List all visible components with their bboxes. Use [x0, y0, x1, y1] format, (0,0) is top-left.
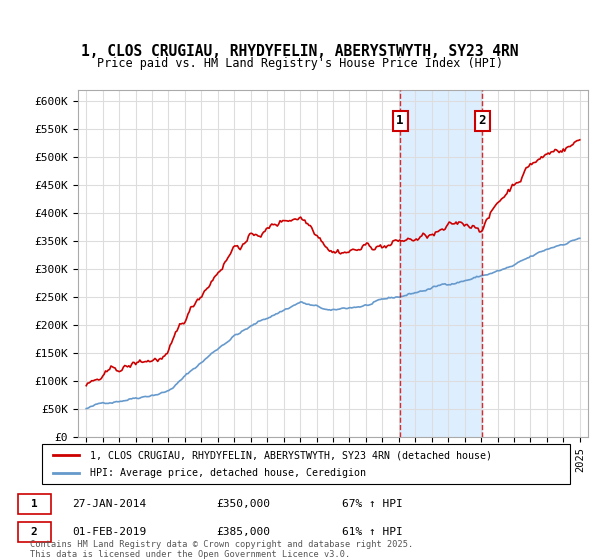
- Text: £385,000: £385,000: [216, 527, 270, 537]
- Text: 1: 1: [397, 114, 404, 127]
- Text: 2: 2: [31, 527, 38, 537]
- Bar: [400, 90, 482, 437]
- FancyBboxPatch shape: [18, 494, 51, 514]
- Text: 01-FEB-2019: 01-FEB-2019: [72, 527, 146, 537]
- Text: 67% ↑ HPI: 67% ↑ HPI: [342, 499, 403, 509]
- Text: Contains HM Land Registry data © Crown copyright and database right 2025.
This d: Contains HM Land Registry data © Crown c…: [30, 540, 413, 559]
- Text: 27-JAN-2014: 27-JAN-2014: [72, 499, 146, 509]
- FancyBboxPatch shape: [18, 522, 51, 542]
- Text: Price paid vs. HM Land Registry's House Price Index (HPI): Price paid vs. HM Land Registry's House …: [97, 57, 503, 70]
- Text: 1, CLOS CRUGIAU, RHYDYFELIN, ABERYSTWYTH, SY23 4RN (detached house): 1, CLOS CRUGIAU, RHYDYFELIN, ABERYSTWYTH…: [89, 450, 491, 460]
- Text: 1, CLOS CRUGIAU, RHYDYFELIN, ABERYSTWYTH, SY23 4RN: 1, CLOS CRUGIAU, RHYDYFELIN, ABERYSTWYTH…: [81, 44, 519, 59]
- Text: 61% ↑ HPI: 61% ↑ HPI: [342, 527, 403, 537]
- Text: 2: 2: [479, 114, 486, 127]
- Text: 1: 1: [31, 499, 38, 509]
- Text: HPI: Average price, detached house, Ceredigion: HPI: Average price, detached house, Cere…: [89, 468, 365, 478]
- Text: £350,000: £350,000: [216, 499, 270, 509]
- FancyBboxPatch shape: [42, 444, 570, 484]
